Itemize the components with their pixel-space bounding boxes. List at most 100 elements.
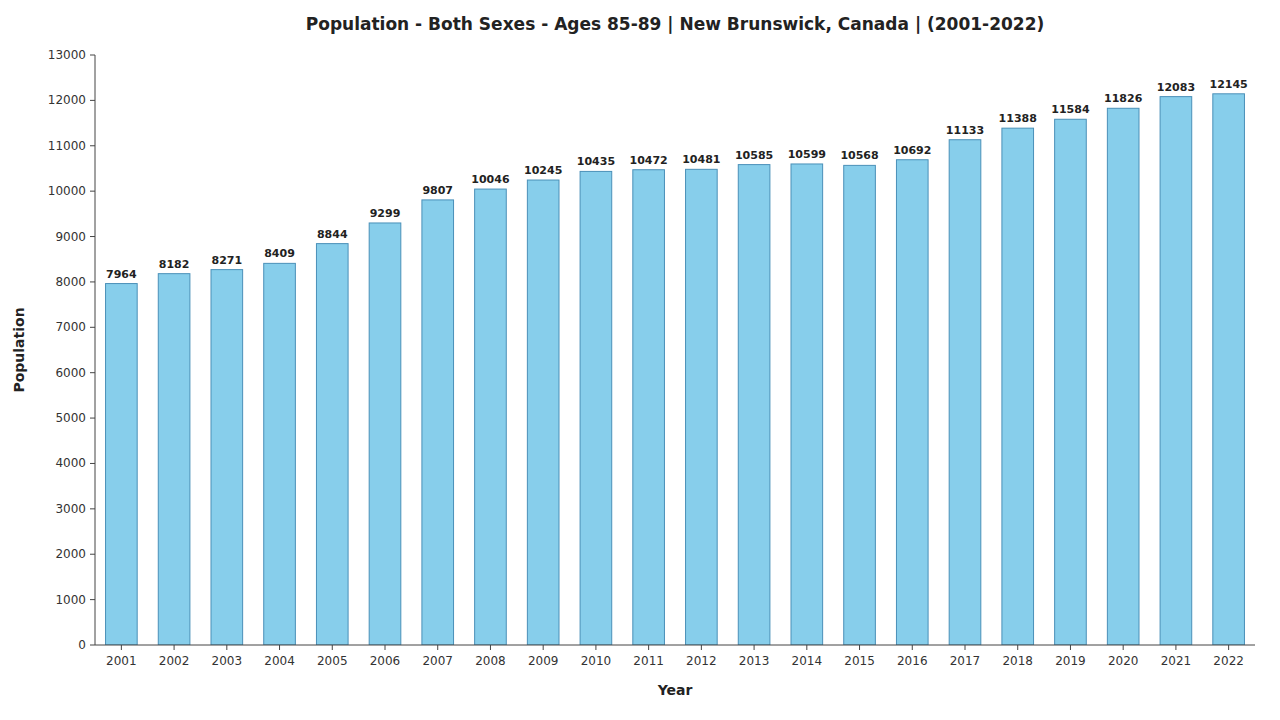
data-label: 8271 <box>212 254 243 267</box>
y-axis-line <box>95 55 96 645</box>
x-tick <box>754 645 755 650</box>
data-label: 11388 <box>999 112 1037 125</box>
y-tick <box>90 100 95 101</box>
data-label: 8409 <box>264 247 295 260</box>
data-label: 8182 <box>159 258 190 271</box>
bars <box>106 94 1245 645</box>
x-tick <box>1017 645 1018 650</box>
y-tick <box>90 418 95 419</box>
data-labels: 7964818282718409884492999807100461024510… <box>106 78 1248 281</box>
data-label: 10568 <box>840 149 878 162</box>
y-tick <box>90 372 95 373</box>
x-tick-label: 2006 <box>370 654 401 668</box>
bar <box>211 270 243 645</box>
data-label: 10046 <box>471 173 510 186</box>
bar <box>369 223 401 645</box>
bar <box>580 171 612 645</box>
y-tick-label: 2000 <box>55 547 86 561</box>
x-tick <box>701 645 702 650</box>
x-tick <box>332 645 333 650</box>
x-tick <box>648 645 649 650</box>
title: Population - Both Sexes - Ages 85-89 | N… <box>306 14 1044 34</box>
x-tick-label: 2009 <box>528 654 559 668</box>
y-tick-label: 13000 <box>48 48 86 62</box>
bar <box>1055 119 1087 645</box>
bar <box>1160 97 1192 645</box>
y-tick <box>90 645 95 646</box>
x-tick-label: 2016 <box>897 654 928 668</box>
x-tick <box>859 645 860 650</box>
axes: 0100020003000400050006000700080009000100… <box>48 48 1255 668</box>
x-tick-label: 2010 <box>581 654 612 668</box>
bar <box>527 180 559 645</box>
x-tick <box>595 645 596 650</box>
x-tick <box>437 645 438 650</box>
data-label: 10692 <box>893 144 931 157</box>
data-label: 10481 <box>682 153 720 166</box>
y-tick <box>90 191 95 192</box>
x-axis-line <box>95 645 1255 646</box>
x-tick-label: 2021 <box>1161 654 1192 668</box>
x-tick <box>1228 645 1229 650</box>
x-tick-label: 2002 <box>159 654 190 668</box>
x-tick <box>1070 645 1071 650</box>
x-tick <box>121 645 122 650</box>
data-label: 11133 <box>946 124 984 137</box>
bar <box>1107 108 1139 645</box>
y-tick-label: 12000 <box>48 93 86 107</box>
data-label: 8844 <box>317 228 348 241</box>
y-tick <box>90 55 95 56</box>
y-tick-label: 4000 <box>55 456 86 470</box>
chart-container: Population - Both Sexes - Ages 85-89 | N… <box>0 0 1280 720</box>
x-tick <box>385 645 386 650</box>
bar <box>1002 128 1034 645</box>
y-tick-label: 1000 <box>55 593 86 607</box>
x-tick-label: 2008 <box>475 654 506 668</box>
x-tick-label: 2004 <box>264 654 295 668</box>
chart-svg: Population - Both Sexes - Ages 85-89 | N… <box>0 0 1280 720</box>
y-tick-label: 11000 <box>48 139 86 153</box>
y-axis-label: Population <box>11 307 27 392</box>
bar <box>106 284 138 645</box>
x-tick-label: 2017 <box>950 654 981 668</box>
data-label: 11584 <box>1051 103 1090 116</box>
x-tick-label: 2020 <box>1108 654 1139 668</box>
x-tick-label: 2011 <box>633 654 664 668</box>
y-tick-label: 0 <box>78 638 86 652</box>
bar <box>158 274 190 645</box>
y-tick <box>90 599 95 600</box>
bar <box>686 169 718 645</box>
bar <box>264 263 296 645</box>
bar <box>475 189 507 645</box>
x-tick-label: 2019 <box>1055 654 1086 668</box>
x-tick-label: 2013 <box>739 654 770 668</box>
x-tick-label: 2007 <box>422 654 453 668</box>
x-tick <box>1175 645 1176 650</box>
data-label: 9299 <box>370 207 401 220</box>
x-tick-label: 2015 <box>844 654 875 668</box>
x-tick <box>174 645 175 650</box>
bar <box>738 165 770 645</box>
bar <box>316 244 348 645</box>
y-tick <box>90 554 95 555</box>
data-label: 10599 <box>788 148 826 161</box>
y-tick-label: 3000 <box>55 502 86 516</box>
x-tick-label: 2005 <box>317 654 348 668</box>
x-tick <box>1123 645 1124 650</box>
data-label: 10585 <box>735 149 773 162</box>
y-tick-label: 8000 <box>55 275 86 289</box>
x-tick-label: 2014 <box>792 654 823 668</box>
x-tick <box>226 645 227 650</box>
x-tick-label: 2012 <box>686 654 717 668</box>
bar <box>633 170 665 645</box>
y-tick-label: 10000 <box>48 184 86 198</box>
bar <box>791 164 823 645</box>
x-tick <box>490 645 491 650</box>
y-tick <box>90 508 95 509</box>
data-label: 11826 <box>1104 92 1143 105</box>
x-tick-label: 2018 <box>1002 654 1033 668</box>
x-tick <box>279 645 280 650</box>
data-label: 12145 <box>1209 78 1247 91</box>
data-label: 7964 <box>106 268 137 281</box>
x-tick <box>912 645 913 650</box>
